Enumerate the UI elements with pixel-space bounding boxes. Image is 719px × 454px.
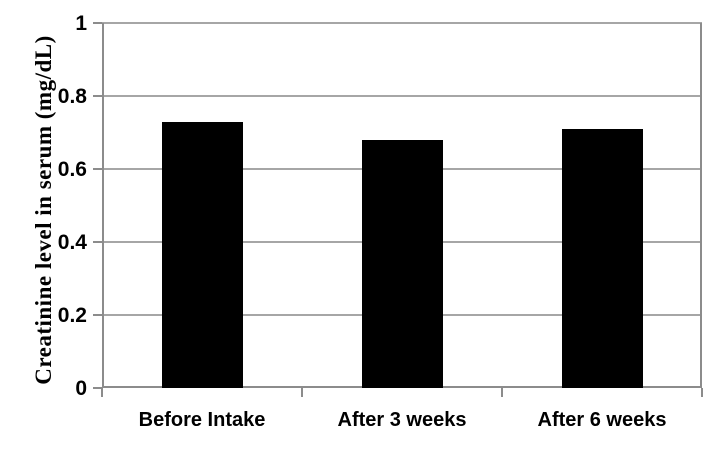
x-axis-tick	[701, 388, 703, 397]
x-axis-tick	[501, 388, 503, 397]
y-axis-tick	[93, 168, 102, 170]
y-axis-tick-label: 0.8	[57, 85, 87, 108]
x-axis-category-label: After 3 weeks	[337, 409, 467, 431]
y-axis-tick-label: 0.4	[57, 231, 87, 254]
y-axis-tick-label: 1	[75, 12, 87, 35]
y-axis-line	[102, 23, 104, 388]
y-axis-tick-label: 0	[75, 377, 87, 400]
gridline	[102, 95, 702, 97]
bar	[361, 139, 443, 388]
gridline	[102, 22, 702, 24]
x-axis-category-label: Before Intake	[138, 409, 266, 431]
y-axis-tick	[93, 314, 102, 316]
y-axis-tick-label: 0.2	[57, 304, 87, 327]
y-axis-tick	[93, 241, 102, 243]
bar	[561, 128, 643, 388]
y-axis-tick-label: 0.6	[57, 158, 87, 181]
plot-area	[102, 22, 702, 388]
x-axis-category-label: After 6 weeks	[537, 409, 667, 431]
x-axis-tick	[101, 388, 103, 397]
y-axis-tick	[93, 387, 102, 389]
y-axis-tick	[93, 95, 102, 97]
y-axis-tick	[93, 22, 102, 24]
x-axis-tick	[301, 388, 303, 397]
plot-right-border	[700, 23, 702, 388]
bar	[161, 121, 243, 388]
